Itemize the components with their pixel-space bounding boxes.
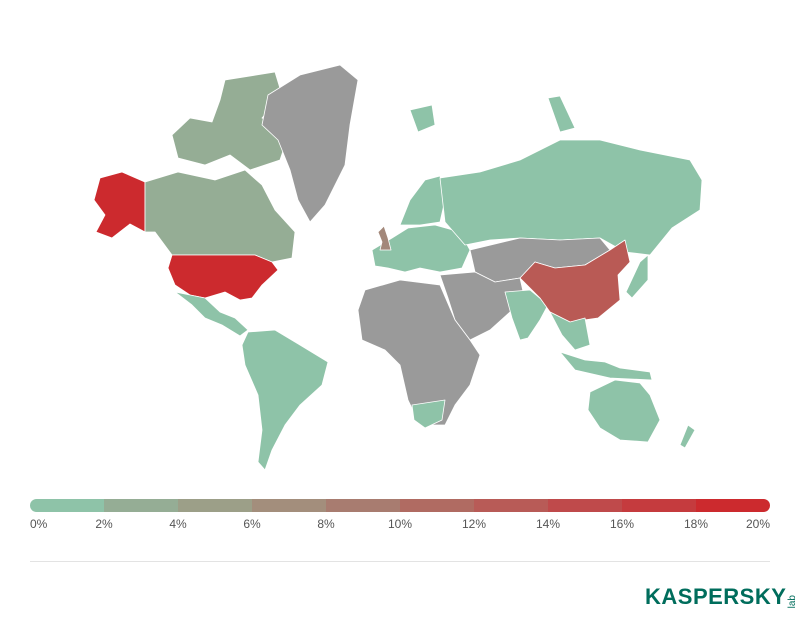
- region-southeast-asia[interactable]: [549, 311, 591, 351]
- legend-label: 10%: [387, 517, 413, 531]
- region-mexico-central-america[interactable]: [174, 291, 249, 337]
- region-indonesia[interactable]: [559, 351, 653, 381]
- divider: [30, 561, 770, 562]
- legend-label: 20%: [745, 517, 770, 531]
- region-new-zealand[interactable]: [679, 424, 696, 449]
- legend-label: 18%: [683, 517, 709, 531]
- legend-swatch: [696, 499, 770, 512]
- legend-swatch: [400, 499, 474, 512]
- legend-swatch: [252, 499, 326, 512]
- region-africa[interactable]: [357, 279, 481, 426]
- legend-swatch: [178, 499, 252, 512]
- legend-label: 14%: [535, 517, 561, 531]
- region-svalbard-novaya[interactable]: [409, 95, 576, 133]
- region-greenland[interactable]: [261, 64, 359, 223]
- legend-swatch: [326, 499, 400, 512]
- legend-swatch: [104, 499, 178, 512]
- legend-swatch: [622, 499, 696, 512]
- legend-label: 12%: [461, 517, 487, 531]
- world-map: [93, 64, 703, 471]
- region-usa[interactable]: [167, 254, 279, 301]
- legend-swatch: [30, 499, 104, 512]
- legend-color-scale: [30, 499, 770, 512]
- legend-swatch: [474, 499, 548, 512]
- region-south-america[interactable]: [241, 329, 329, 471]
- region-europe[interactable]: [371, 224, 471, 273]
- region-japan[interactable]: [625, 254, 649, 299]
- legend-labels: 0% 2% 4% 6% 8% 10% 12% 14% 16% 18% 20%: [30, 517, 770, 533]
- legend-label: 16%: [609, 517, 635, 531]
- legend-label: 6%: [243, 517, 261, 531]
- region-russia[interactable]: [439, 139, 703, 256]
- region-south-africa[interactable]: [411, 399, 446, 429]
- legend-label: 4%: [169, 517, 187, 531]
- region-uk[interactable]: [377, 225, 392, 251]
- logo-sub-text: lab: [787, 594, 799, 608]
- region-canada[interactable]: [144, 169, 296, 263]
- region-scandinavia[interactable]: [399, 175, 446, 226]
- legend-label: 8%: [317, 517, 335, 531]
- region-alaska[interactable]: [93, 171, 146, 239]
- kaspersky-logo: KASPERSKY lab: [645, 582, 799, 609]
- logo-text: KASPERSKY: [645, 584, 787, 609]
- region-india[interactable]: [504, 289, 549, 341]
- region-australia[interactable]: [587, 379, 661, 443]
- legend-swatch: [548, 499, 622, 512]
- legend-label: 2%: [95, 517, 113, 531]
- legend-label: 0%: [30, 517, 48, 531]
